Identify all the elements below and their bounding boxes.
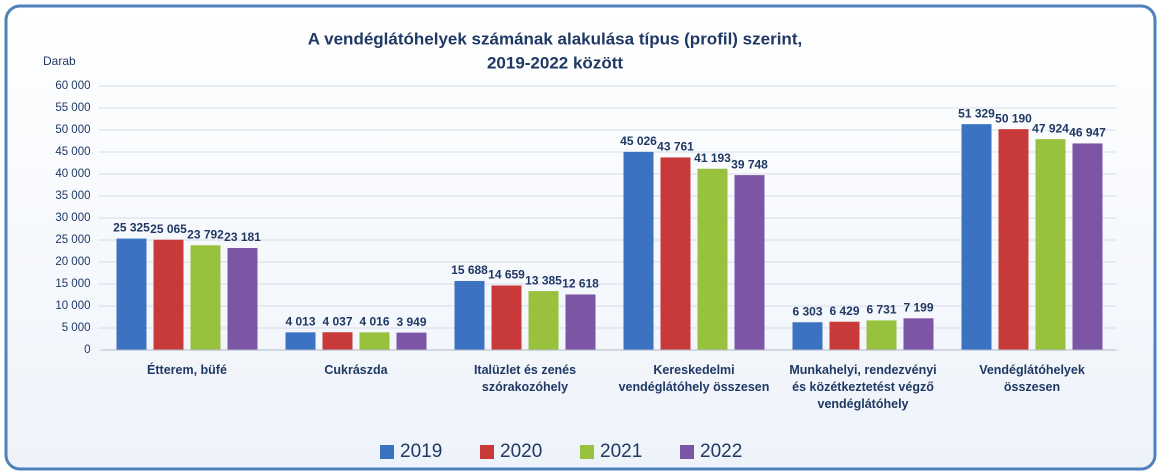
bar: [322, 332, 353, 350]
value-label: 6 731: [866, 303, 896, 317]
y-tick-label: 50 000: [55, 124, 90, 136]
value-label: 25 325: [113, 221, 150, 235]
y-tick-label: 45 000: [55, 146, 90, 158]
value-label: 6 303: [792, 304, 822, 318]
value-label: 41 193: [694, 151, 731, 165]
y-tick-label: 60 000: [55, 80, 90, 92]
value-label: 23 792: [187, 227, 224, 241]
value-label: 6 429: [829, 304, 859, 318]
value-label: 4 016: [359, 315, 389, 329]
x-tick-label: Munkahelyi, rendezvényi és közétkeztetés…: [789, 363, 937, 411]
bar: [903, 318, 934, 350]
bar: [491, 285, 522, 350]
bar: [1035, 139, 1066, 350]
bar: [227, 248, 258, 350]
x-tick-label: Vendéglátóhelyek összesen: [979, 363, 1085, 394]
value-label: 46 947: [1069, 126, 1106, 140]
x-tick-label: Kereskedelmi vendéglátóhely összesen: [618, 363, 770, 394]
bar: [1072, 143, 1103, 350]
value-label: 4 013: [285, 315, 315, 329]
y-tick-label: 15 000: [55, 278, 90, 290]
y-axis-label: Darab: [43, 54, 76, 68]
y-tick-label: 0: [84, 344, 90, 356]
bar: [998, 129, 1029, 350]
value-label: 4 037: [322, 314, 352, 328]
value-label: 23 181: [224, 230, 261, 244]
legend-label: 2021: [600, 441, 642, 462]
bar: [285, 332, 316, 350]
bar: [866, 320, 897, 350]
legend-label: 2022: [700, 441, 742, 462]
value-label: 45 026: [620, 134, 657, 148]
bar: [116, 238, 147, 350]
legend-swatch: [580, 445, 594, 459]
bar: [396, 332, 427, 350]
x-tick-label: Étterem, büfé: [147, 363, 227, 377]
value-label: 39 748: [731, 157, 768, 171]
legend-swatch: [480, 445, 494, 459]
value-label: 43 761: [657, 140, 694, 154]
y-tick-label: 10 000: [55, 300, 90, 312]
value-label: 7 199: [903, 300, 933, 314]
bar: [961, 124, 992, 350]
value-label: 15 688: [451, 263, 488, 277]
bar: [734, 175, 765, 350]
value-label: 13 385: [525, 273, 562, 287]
value-label: 14 659: [488, 268, 525, 282]
x-tick-label: Cukrászda: [324, 363, 388, 377]
legend-label: 2019: [400, 441, 442, 462]
frame: [4, 4, 1157, 471]
legend-swatch: [680, 445, 694, 459]
bar: [528, 291, 559, 350]
y-tick-label: 30 000: [55, 212, 90, 224]
value-label: 51 329: [958, 106, 995, 120]
bar: [792, 322, 823, 350]
x-tick-label: Italüzlet és zenés szórakozóhely: [473, 363, 577, 394]
bar: [660, 157, 691, 350]
value-label: 50 190: [995, 111, 1032, 125]
bar: [359, 332, 390, 350]
y-tick-label: 35 000: [55, 190, 90, 202]
value-label: 47 924: [1032, 121, 1069, 135]
bar: [454, 280, 485, 350]
y-tick-label: 40 000: [55, 168, 90, 180]
bar: [565, 294, 596, 350]
value-label: 3 949: [396, 315, 426, 329]
bar: [829, 321, 860, 350]
chart-title: 2019-2022 között: [487, 53, 623, 72]
bar: [623, 151, 654, 350]
bar: [153, 239, 184, 350]
y-tick-label: 5 000: [62, 322, 91, 334]
value-label: 25 065: [150, 222, 187, 236]
y-tick-label: 20 000: [55, 256, 90, 268]
chart-title: A vendéglátóhelyek számának alakulása tí…: [308, 29, 802, 48]
bar: [697, 168, 728, 350]
value-label: 12 618: [562, 277, 599, 291]
bar: [190, 245, 221, 350]
y-tick-label: 25 000: [55, 234, 90, 246]
legend-label: 2020: [500, 441, 542, 462]
y-tick-label: 55 000: [55, 102, 90, 114]
legend-swatch: [380, 445, 394, 459]
